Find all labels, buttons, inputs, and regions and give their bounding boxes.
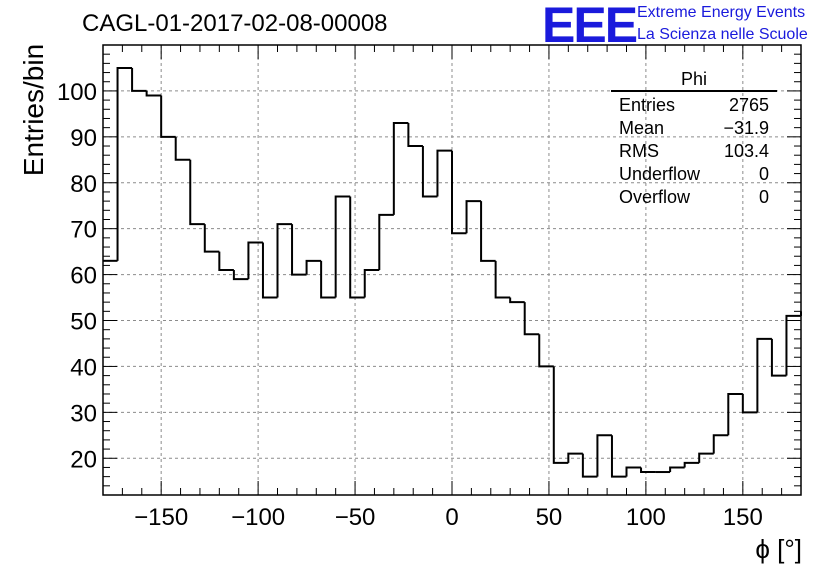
histogram-bin (363, 269, 380, 298)
x-tick-label: −50 (335, 504, 376, 531)
y-tick-label: 70 (70, 217, 97, 244)
histogram-bin (291, 224, 307, 276)
histogram-bin (203, 224, 220, 253)
stats-box: Phi Entries 2765 Mean −31.9 RMS 103.4 Un… (611, 68, 777, 209)
y-tick-label: 90 (70, 125, 97, 152)
stats-label: Mean (619, 118, 665, 138)
stats-label: Overflow (619, 187, 691, 207)
x-axis-label: ϕ [°] (755, 534, 802, 564)
histogram-bin (145, 90, 162, 97)
histogram-bin (625, 466, 642, 477)
x-tick-label: −100 (231, 504, 285, 531)
histogram-bin (552, 366, 569, 464)
x-tick-label: −150 (134, 504, 188, 531)
histogram-bin (334, 195, 351, 298)
histogram-bin (669, 466, 685, 473)
y-tick-label: 60 (70, 263, 97, 290)
x-tick-label: 0 (445, 504, 458, 531)
histogram-bin (305, 259, 322, 275)
histogram-bin (741, 393, 758, 414)
histogram-bin (421, 146, 438, 198)
y-tick-label: 30 (70, 400, 97, 427)
histogram-bin (407, 123, 423, 148)
histogram-bin (727, 392, 743, 436)
histogram-bin (349, 196, 365, 299)
logo-caption-line2: La Scienza nelle Scuole (637, 26, 808, 43)
logo-caption-line1: Extreme Energy Events (637, 4, 806, 21)
stats-value: 0 (758, 164, 769, 184)
histogram-bin (436, 149, 452, 197)
histogram-bin (261, 242, 278, 299)
stats-row-entries: Entries 2765 (611, 94, 777, 117)
stats-row-underflow: Underflow 0 (611, 163, 777, 186)
y-tick-label: 50 (70, 309, 97, 336)
stats-value: 2765 (728, 95, 769, 115)
eee-logo: EEE (542, 0, 638, 53)
histogram-bin (712, 434, 729, 454)
histogram-bin (596, 434, 612, 477)
histogram-bin (785, 314, 801, 376)
histogram-bin (509, 297, 525, 304)
histogram-bin (218, 251, 234, 271)
x-tick-label: 150 (723, 504, 763, 531)
stats-row-overflow: Overflow 0 (611, 186, 777, 209)
stats-divider (611, 90, 777, 92)
stats-label: Underflow (619, 164, 701, 184)
stats-value: 103.4 (723, 141, 769, 161)
histogram-bin (232, 270, 249, 281)
histogram-bin (160, 95, 176, 138)
histogram-bin (465, 200, 482, 234)
histogram-bin (494, 260, 511, 299)
histogram-bin (640, 467, 656, 474)
histogram-bin (116, 66, 133, 261)
chart-title: CAGL-01-2017-02-08-00008 (82, 10, 388, 37)
histogram-bin (683, 461, 700, 468)
stats-label: Entries (619, 95, 676, 115)
histogram-bin (581, 453, 598, 478)
histogram-bin (756, 337, 772, 413)
histogram-bin (698, 452, 714, 463)
histogram-bin (378, 213, 394, 270)
stats-value: −31.9 (723, 118, 769, 138)
y-tick-label: 20 (70, 446, 97, 473)
stats-title: Phi (680, 69, 707, 89)
x-tick-label: 100 (626, 504, 666, 531)
histogram-bin (538, 334, 554, 368)
histogram-bin (189, 159, 205, 226)
histogram-bin (567, 452, 583, 463)
y-tick-label: 40 (70, 354, 97, 381)
histogram-bin (247, 241, 263, 280)
stats-label: RMS (619, 141, 659, 161)
y-tick-label: 100 (57, 79, 97, 106)
histogram-bin (523, 302, 540, 336)
x-tick-label: 50 (536, 504, 563, 531)
histogram-bin (610, 435, 627, 478)
histogram-bin (392, 122, 409, 215)
histogram-bin (770, 338, 787, 377)
histogram-bin (276, 223, 293, 298)
histogram-bin (320, 260, 336, 299)
histogram-bin (451, 150, 467, 235)
stats-value: 0 (758, 187, 769, 207)
y-axis-label: Entries/bin (18, 43, 49, 177)
histogram-bin (174, 136, 191, 161)
stats-row-rms: RMS 103.4 (611, 140, 777, 163)
histogram-bin (131, 67, 147, 92)
y-tick-label: 80 (70, 171, 97, 198)
stats-row-mean: Mean −31.9 (611, 117, 777, 140)
histogram-bin (480, 201, 496, 262)
